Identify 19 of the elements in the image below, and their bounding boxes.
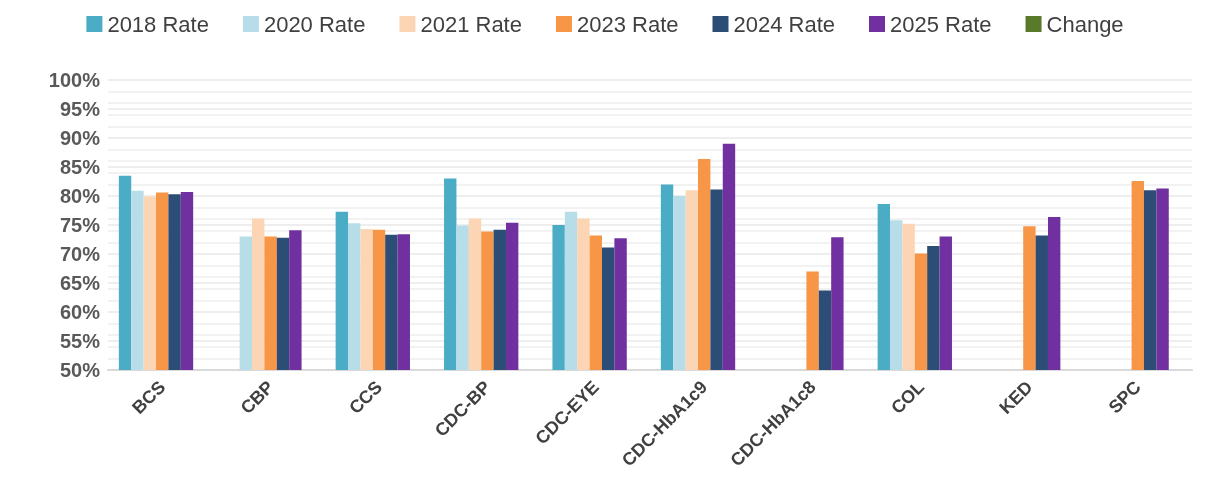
legend-label: 2025 Rate (890, 11, 992, 37)
y-tick-label: 70% (59, 243, 101, 265)
y-tick-label: 60% (59, 301, 101, 323)
y-tick-label: 90% (59, 127, 101, 149)
y-tick-label: 100% (48, 69, 101, 91)
legend-label: 2021 Rate (420, 11, 522, 37)
y-tick-label: 75% (59, 214, 101, 236)
legend-label: 2023 Rate (576, 11, 679, 37)
y-tick-label: 95% (59, 98, 101, 120)
legend-label: Change (1046, 11, 1124, 37)
y-tick-label: 55% (59, 330, 101, 352)
y-tick-label: 65% (59, 272, 101, 294)
y-tick-label: 85% (59, 156, 101, 178)
y-tick-label: 50% (59, 359, 101, 381)
y-tick-label: 80% (59, 185, 101, 207)
legend-label: 2018 Rate (107, 11, 209, 37)
x-tick-label: COL (887, 376, 929, 418)
legend-label: 2020 Rate (263, 11, 366, 37)
legend-label: 2024 Rate (733, 11, 836, 37)
